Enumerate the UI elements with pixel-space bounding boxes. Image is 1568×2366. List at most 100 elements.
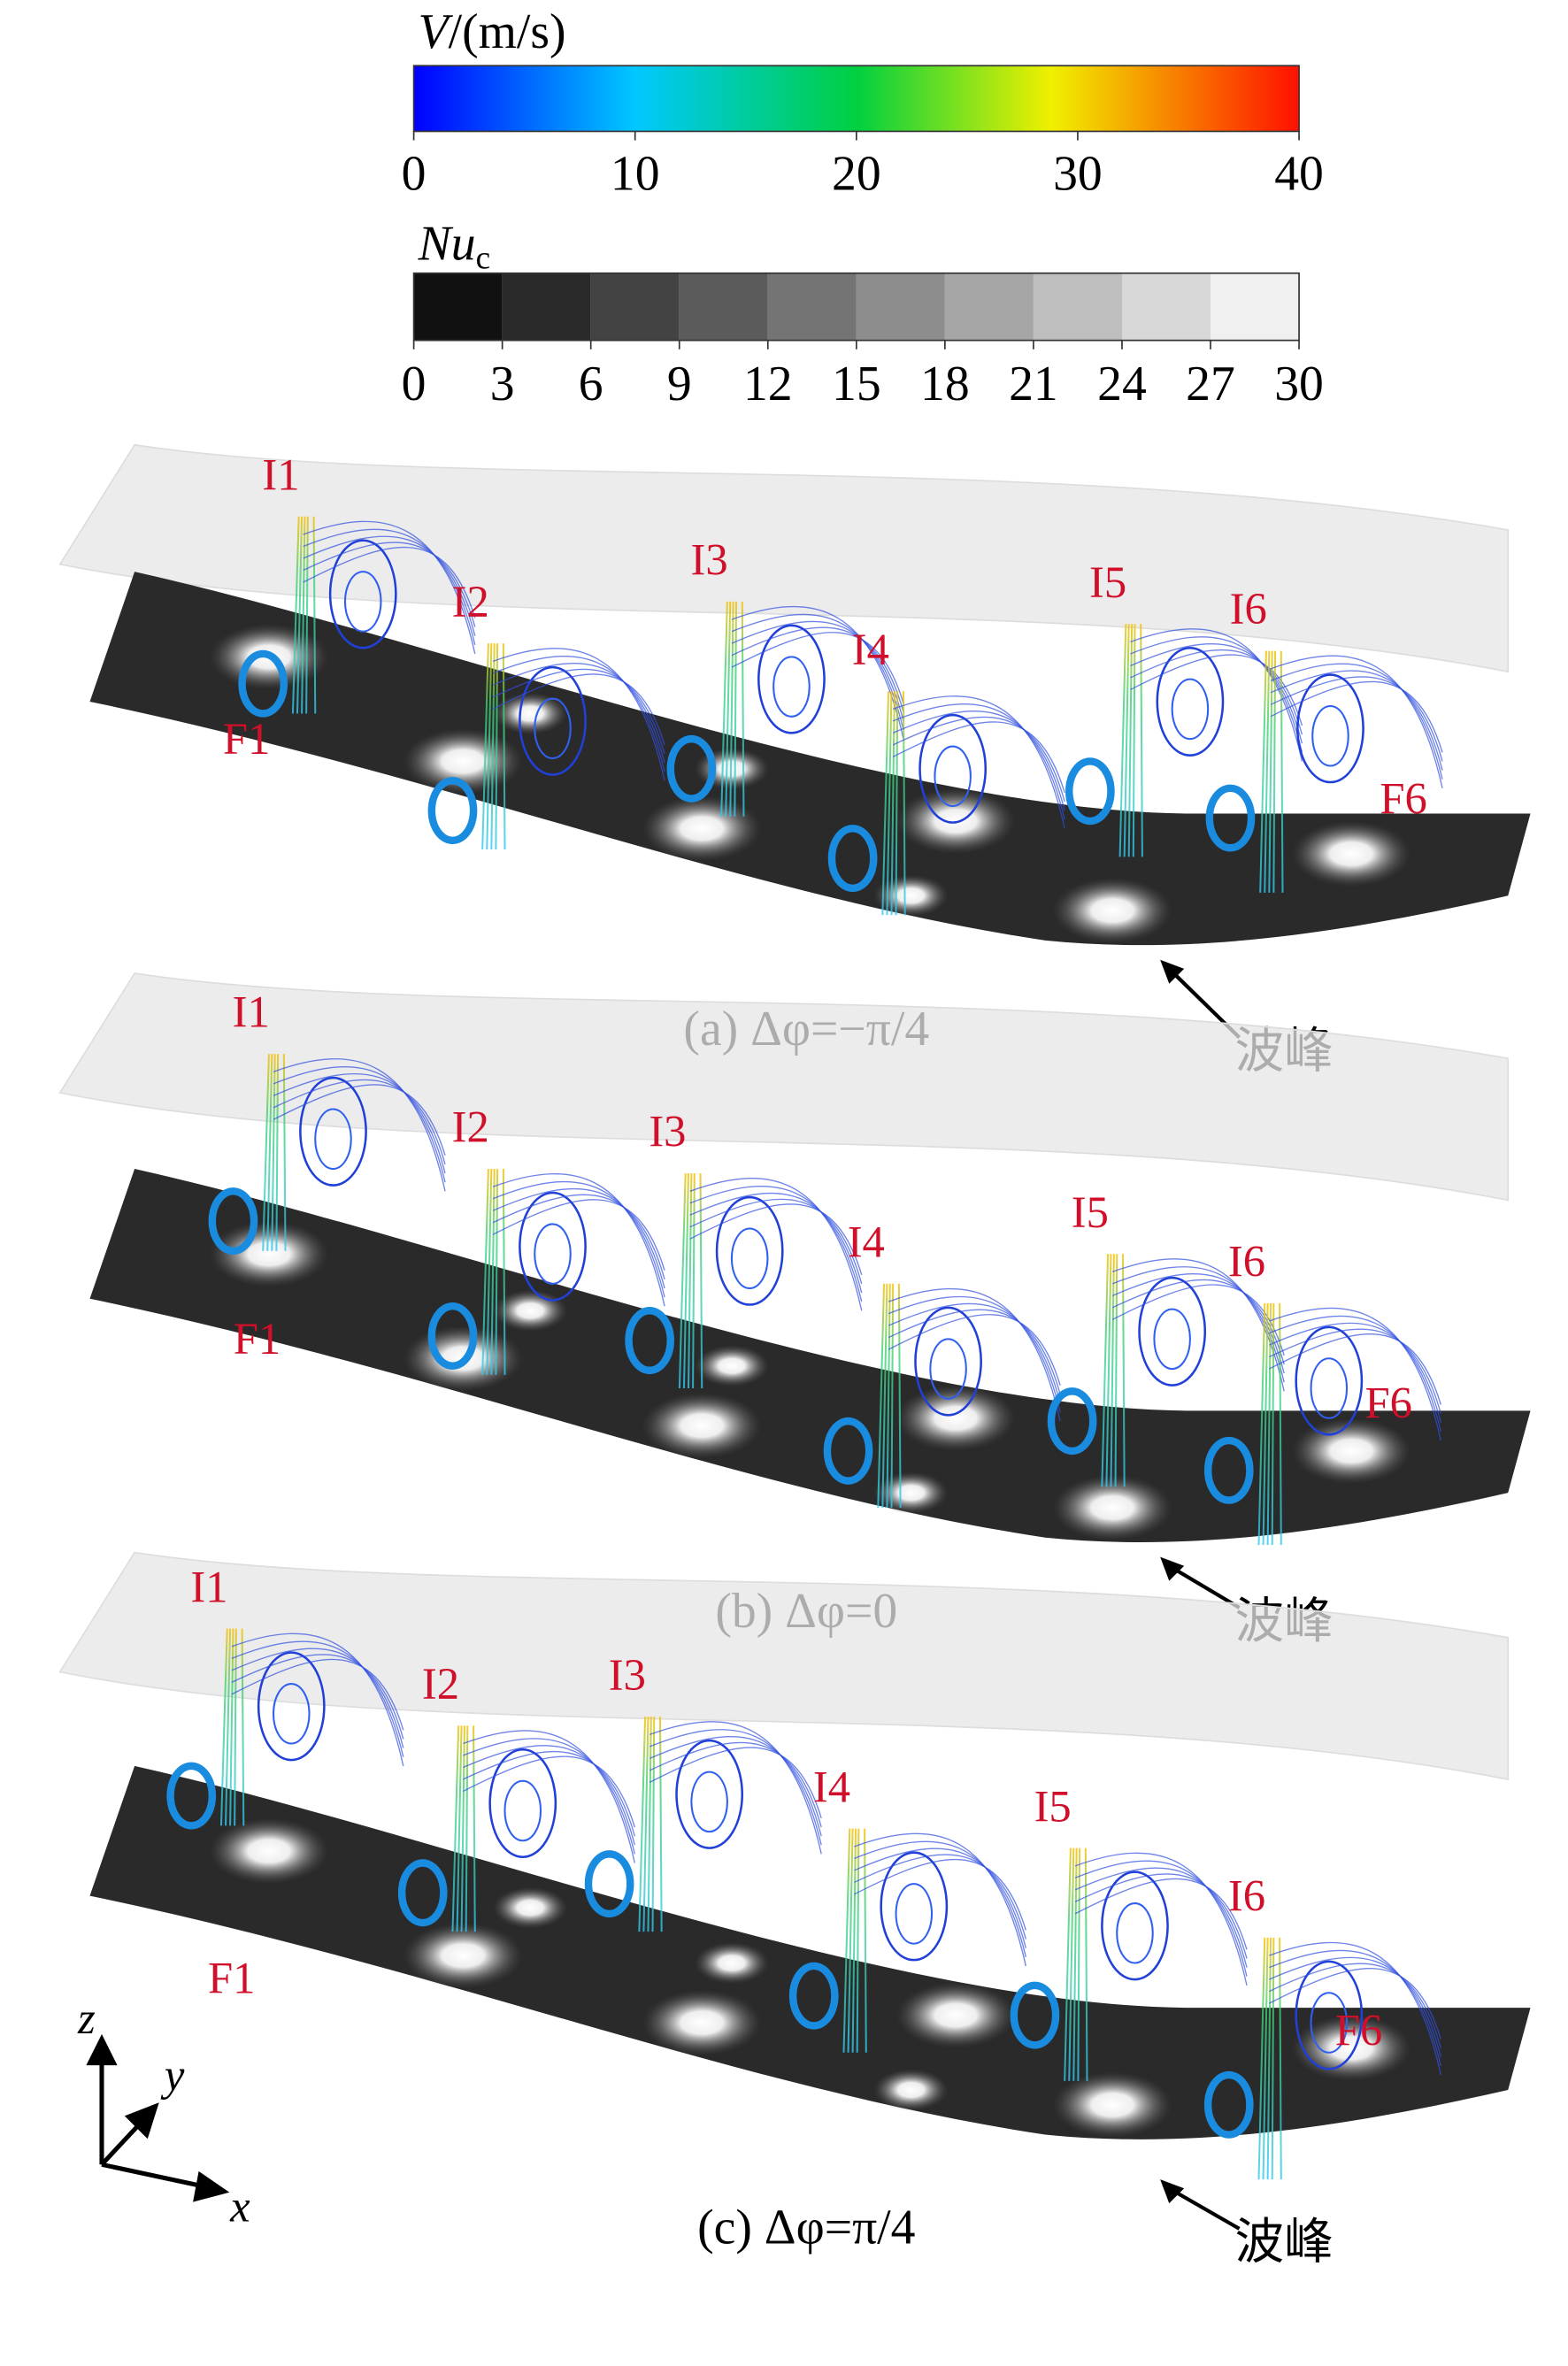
jet-label: I2	[452, 1102, 489, 1152]
streamline	[492, 648, 665, 781]
jet-streamline	[1262, 1937, 1269, 2180]
streamline	[649, 1747, 822, 1819]
vortex-core	[1203, 1436, 1254, 1504]
colorbar-tick-label: 27	[1186, 357, 1235, 411]
jet-streamline	[842, 1828, 851, 2053]
jet-streamline	[229, 1628, 234, 1826]
streamline	[273, 1084, 446, 1156]
colorbar-band	[1033, 273, 1122, 341]
streamline	[1269, 1941, 1441, 2076]
jet-streamline	[851, 1828, 857, 2053]
heat-spot	[873, 874, 949, 917]
colorbar-tick-label: 6	[579, 357, 603, 411]
jet-streamline	[495, 643, 499, 849]
colorbar-band	[679, 273, 768, 341]
jet-label: I3	[609, 1650, 646, 1700]
vortex-core	[238, 649, 288, 718]
streamline	[892, 716, 1065, 803]
jet-streamline	[729, 601, 734, 817]
vortex	[314, 1108, 352, 1171]
vortex	[730, 1227, 769, 1289]
heat-spot	[873, 1471, 949, 1514]
streamline	[1269, 1968, 1441, 2040]
vortex	[1156, 646, 1225, 757]
colorbar	[412, 65, 1300, 133]
jet-streamline	[678, 1173, 687, 1389]
streamline	[1270, 676, 1443, 762]
jet-label: I3	[691, 535, 728, 585]
heat-spot	[642, 1393, 762, 1459]
streamline	[1111, 1284, 1285, 1356]
title-subscript: c	[476, 241, 490, 277]
panel: I1 I2 I3 I4 I5 I6 F1 F6 (c) Δφ=π/4 波峰	[58, 1551, 1531, 2270]
heat-spot	[895, 787, 1016, 855]
streamline	[231, 1654, 404, 1740]
jet-streamline	[262, 1054, 270, 1251]
vortex-core	[397, 1859, 448, 1927]
streamline	[273, 1066, 446, 1183]
streamline	[1130, 643, 1303, 744]
jet-label: I6	[1228, 1871, 1265, 1920]
axis-triad: z y x	[77, 1993, 250, 2232]
vortex	[488, 1748, 557, 1859]
x-label: x	[229, 2181, 250, 2231]
colorbar-tick-label: 10	[611, 146, 660, 201]
jet-streamline	[495, 1168, 499, 1375]
jet-streamline	[881, 1283, 888, 1508]
wall-surface	[89, 1169, 1531, 1543]
streamline	[231, 1648, 404, 1748]
heat-spot	[1052, 1474, 1172, 1541]
vortex	[272, 1683, 311, 1745]
streamline	[231, 1658, 404, 1731]
vortex	[1138, 1276, 1207, 1387]
streamline	[303, 520, 476, 655]
streamline	[1269, 1328, 1441, 1414]
z-label: z	[77, 1993, 96, 2043]
jet-streamline	[886, 691, 893, 916]
jet-streamline	[486, 1168, 493, 1375]
jet-streamline	[1132, 624, 1136, 857]
vortex-core	[1203, 2070, 1254, 2139]
streamline	[854, 1840, 1026, 1957]
jet-streamline	[486, 643, 493, 849]
jet-label: I4	[848, 1218, 885, 1267]
streamline	[1270, 663, 1443, 780]
streamline	[1074, 1878, 1248, 1950]
jet-streamline	[301, 516, 306, 714]
streamline	[888, 1302, 1061, 1404]
jet-label: I2	[422, 1659, 459, 1709]
jet-streamline	[1118, 624, 1127, 857]
streamline	[1270, 670, 1443, 771]
heat-spot	[209, 1817, 329, 1885]
jet-streamline	[502, 1168, 506, 1375]
streamline	[892, 711, 1065, 811]
arrow-head	[1160, 2179, 1185, 2204]
jet-streamline	[1259, 650, 1267, 893]
vortex-core	[788, 1962, 839, 2030]
jet-streamline	[741, 601, 745, 817]
arrow	[1168, 2186, 1241, 2231]
vortex-core	[823, 1417, 873, 1485]
streamline	[463, 1745, 635, 1846]
wall-surface	[89, 1765, 1531, 2139]
jet-streamline	[1105, 1254, 1112, 1487]
arrow-head	[1160, 1556, 1185, 1581]
jet-streamline	[502, 643, 506, 849]
jet-streamline	[890, 691, 895, 916]
vortex	[1310, 1357, 1349, 1419]
streamline	[649, 1729, 822, 1846]
jet-streamline	[1064, 1847, 1072, 2081]
streamline	[1130, 628, 1303, 762]
streamline	[1074, 1867, 1248, 1968]
heat-spot	[642, 1989, 762, 2056]
streamline	[273, 1079, 446, 1165]
jet-streamline	[1268, 650, 1273, 893]
jet-streamline	[1257, 1937, 1266, 2180]
colorbar-band	[1211, 273, 1300, 341]
jet-streamline	[1101, 1254, 1110, 1487]
jet-streamline	[886, 1283, 891, 1508]
jet-label: I5	[1034, 1781, 1072, 1831]
jet-streamline	[1114, 1254, 1118, 1487]
jet-streamline	[234, 1628, 237, 1826]
vortex	[1295, 1960, 1364, 2070]
